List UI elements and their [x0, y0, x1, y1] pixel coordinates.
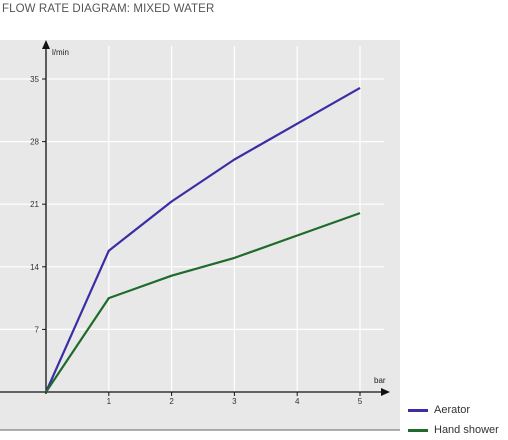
y-axis-label: l/min — [52, 48, 69, 57]
x-axis-label: bar — [374, 376, 386, 385]
x-tick-label: 2 — [169, 397, 174, 406]
legend-item-aerator: Aerator — [408, 400, 499, 420]
x-tick-label: 4 — [295, 397, 300, 406]
y-tick-label: 7 — [35, 325, 40, 334]
x-tick-label: 1 — [107, 397, 112, 406]
legend: Aerator Hand shower — [408, 400, 499, 440]
legend-label-aerator: Aerator — [434, 404, 470, 416]
x-tick-label: 3 — [232, 397, 237, 406]
x-tick-label: 5 — [358, 397, 363, 406]
y-tick-label: 14 — [30, 263, 39, 272]
y-tick-label: 28 — [30, 138, 39, 147]
legend-swatch-aerator — [408, 409, 428, 412]
legend-swatch-hand-shower — [408, 429, 428, 432]
legend-item-hand-shower: Hand shower — [408, 420, 499, 440]
y-tick-label: 21 — [30, 200, 39, 209]
y-tick-label: 35 — [30, 75, 39, 84]
legend-label-hand-shower: Hand shower — [434, 424, 499, 436]
